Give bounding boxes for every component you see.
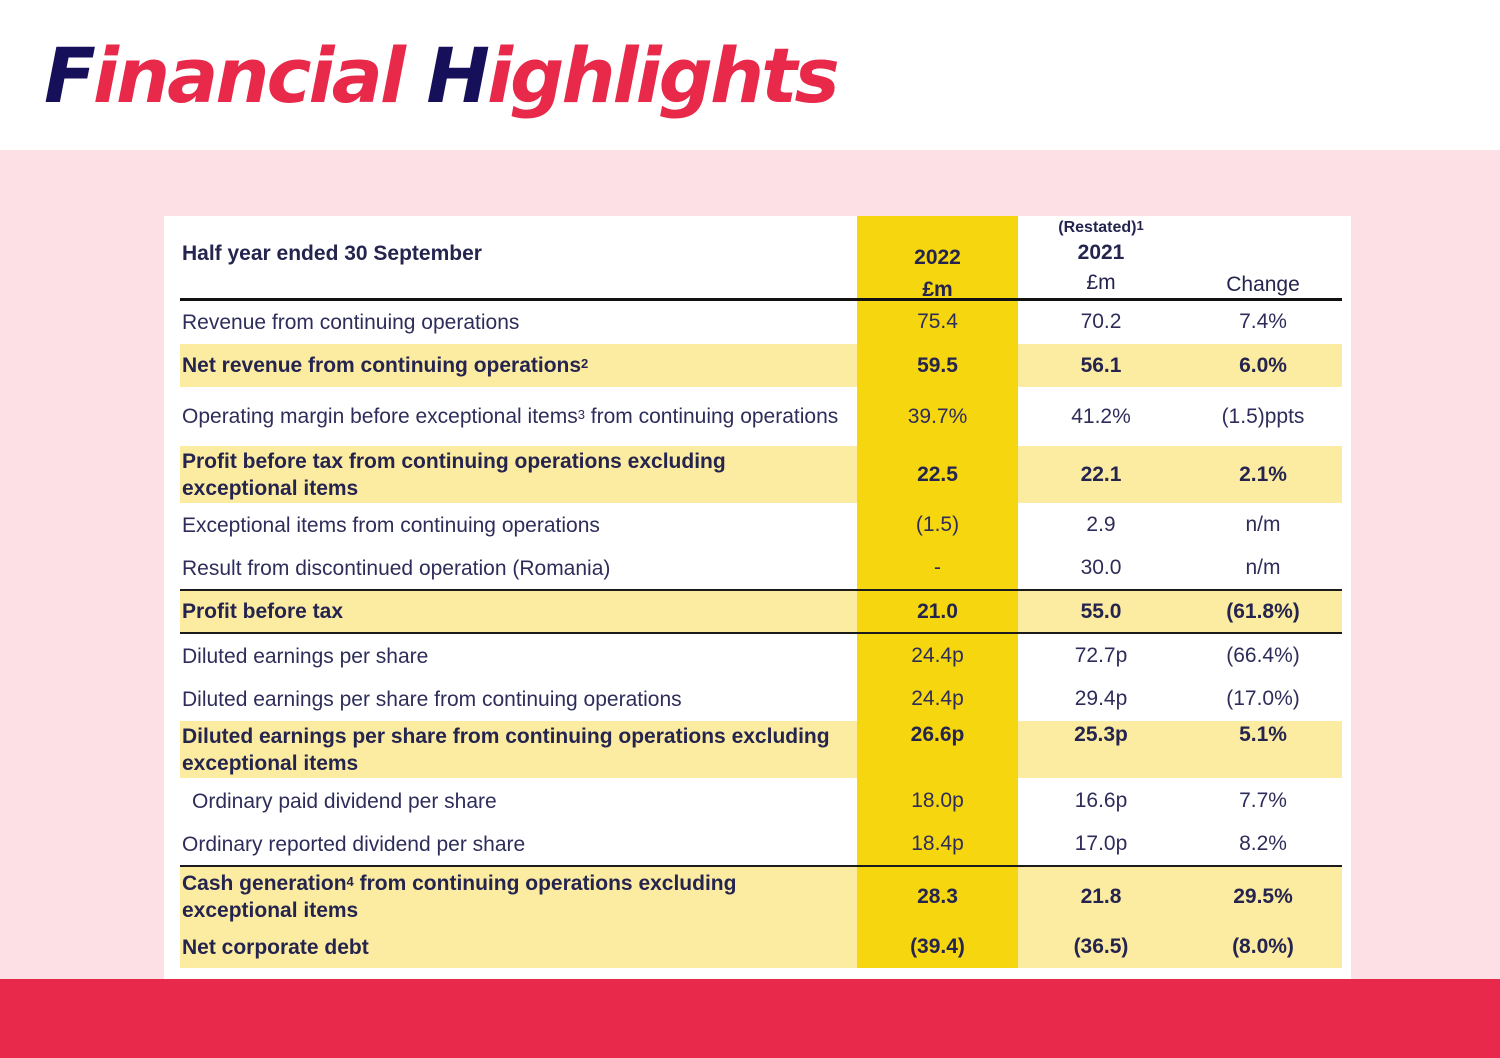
value-change: 7.7% [1239, 789, 1287, 812]
period-label: Half year ended 30 September [182, 242, 482, 265]
value-2021: 56.1 [1080, 353, 1122, 377]
financial-highlights-table: Half year ended 30 September 2022 £m (Re… [164, 216, 1351, 979]
row-label: Profit before tax from continuing operat… [182, 449, 726, 500]
value-change: (61.8%) [1226, 599, 1300, 623]
value-2021: (36.5) [1073, 935, 1129, 958]
value-2021: 55.0 [1080, 599, 1122, 623]
value-change: 5.1% [1239, 723, 1287, 746]
table-header: Half year ended 30 September 2022 £m (Re… [164, 216, 1351, 301]
page-title: Financial Highlights [44, 38, 840, 114]
value-2022: 18.0p [911, 789, 964, 812]
row-label: Diluted earnings per share from continui… [182, 687, 682, 711]
value-2022: 75.4 [917, 310, 958, 333]
title-initial-h: H [426, 31, 490, 120]
value-2022: 26.6p [857, 721, 1018, 778]
value-2022: 24.4p [911, 687, 964, 710]
value-2022: (1.5) [915, 513, 960, 536]
value-change: (1.5)ppts [1221, 404, 1305, 428]
value-change: (17.0%) [1226, 687, 1300, 710]
value-2022: 22.5 [857, 446, 1018, 503]
value-2021: 29.4p [1074, 687, 1128, 710]
header-rule [180, 298, 1342, 301]
table-row: Exceptional items from continuing operat… [180, 504, 1342, 546]
value-2021: 21.8 [1080, 884, 1122, 908]
table-row-highlight: Profit before tax 21.0 55.0 (61.8%) [180, 591, 1342, 632]
value-2022: 21.0 [857, 591, 1018, 632]
title-word-2-rest: ighlights [486, 31, 840, 120]
table-row-highlight: Net revenue from continuing operations 2 … [180, 344, 1342, 387]
table-row-highlight: Diluted earnings per share from continui… [180, 721, 1342, 778]
value-2021: 2.9 [1086, 513, 1116, 536]
col-2021-unit: £m [1086, 271, 1116, 294]
restated-note: (Restated)1 [1058, 218, 1144, 236]
value-change: n/m [1245, 556, 1281, 579]
value-2022: 18.4p [911, 832, 964, 855]
value-2021: 41.2% [1071, 404, 1131, 428]
table-row: Ordinary reported dividend per share 18.… [180, 824, 1342, 864]
col-2021-header: (Restated)1 2021 £m [1018, 218, 1184, 298]
table-row: Result from discontinued operation (Roma… [180, 547, 1342, 589]
row-rule [180, 589, 1342, 591]
col-2022-header: 2022 £m [857, 242, 1018, 306]
value-2022: 28.3 [857, 867, 1018, 926]
row-label: Cash generation4 from continuing operati… [182, 871, 737, 922]
value-change: 7.4% [1239, 310, 1287, 333]
value-change: 6.0% [1239, 353, 1287, 377]
table-row: Diluted earnings per share from continui… [180, 678, 1342, 720]
col-2021-year: 2021 [1077, 241, 1125, 264]
row-label: Diluted earnings per share from continui… [182, 724, 830, 775]
row-label: Ordinary reported dividend per share [182, 832, 526, 856]
value-change: (66.4%) [1226, 644, 1300, 667]
row-label: Ordinary paid dividend per share [192, 789, 497, 813]
row-label: Exceptional items from continuing operat… [182, 513, 600, 537]
col-2022-unit: £m [922, 278, 953, 301]
table-row: Diluted earnings per share 24.4p 72.7p (… [180, 635, 1342, 677]
row-label: Revenue from continuing operations [182, 310, 520, 334]
value-change: (8.0%) [1232, 935, 1294, 958]
table-row-highlight: Net corporate debt (39.4) (36.5) (8.0%) [180, 926, 1342, 968]
row-label: Result from discontinued operation (Roma… [182, 556, 611, 580]
title-word-1-rest: inancial [92, 31, 427, 120]
table-row: Ordinary paid dividend per share 18.0p 1… [180, 779, 1342, 823]
table-row: Operating margin before exceptional item… [180, 388, 1342, 445]
footer-band [0, 979, 1500, 1058]
title-initial-f: F [44, 31, 96, 120]
value-2021: 25.3p [1074, 723, 1128, 746]
value-2022: 39.7% [907, 404, 968, 428]
value-change: 2.1% [1239, 462, 1287, 486]
value-2022: 24.4p [911, 644, 964, 667]
row-label: Profit before tax [182, 600, 344, 623]
row-rule [180, 865, 1342, 867]
row-label: Diluted earnings per share [182, 644, 429, 668]
value-2021: 70.2 [1080, 310, 1122, 333]
row-label: Net revenue from continuing operations 2 [182, 354, 589, 377]
row-rule [180, 632, 1342, 634]
value-2021: 30.0 [1080, 556, 1122, 579]
table-row: Revenue from continuing operations 75.4 … [180, 302, 1342, 342]
value-2021: 72.7p [1074, 644, 1128, 667]
col-2022-year: 2022 [914, 246, 961, 269]
row-label: Operating margin before exceptional item… [182, 405, 839, 428]
row-label: Net corporate debt [182, 935, 369, 959]
value-change: n/m [1245, 513, 1281, 536]
value-2021: 17.0p [1074, 832, 1128, 855]
value-2022: - [934, 556, 941, 579]
value-2022: (39.4) [857, 926, 1018, 968]
value-2021: 22.1 [1080, 462, 1122, 486]
value-change: 8.2% [1239, 832, 1287, 855]
value-change: 29.5% [1233, 884, 1293, 908]
change-header: Change [1226, 273, 1300, 296]
value-2022: 59.5 [857, 344, 1018, 387]
table-row-highlight: Cash generation4 from continuing operati… [180, 867, 1342, 926]
value-2021: 16.6p [1074, 789, 1128, 812]
table-row-highlight: Profit before tax from continuing operat… [180, 446, 1342, 503]
